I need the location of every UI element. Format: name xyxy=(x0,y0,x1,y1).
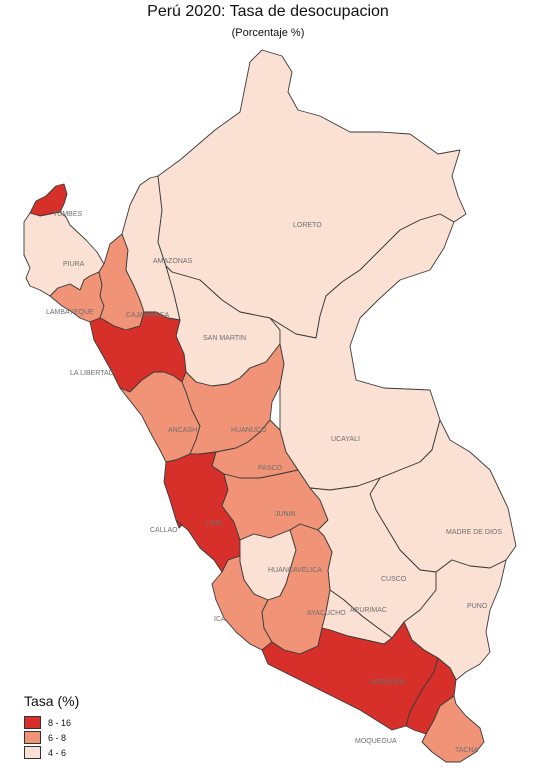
label-lima: LIMA xyxy=(206,520,223,527)
legend-label: 4 - 6 xyxy=(48,747,67,758)
map-title: Perú 2020: Tasa de desocupacion xyxy=(147,3,389,20)
region-tacna[interactable] xyxy=(421,695,485,763)
label-moquegua: MOQUEGUA xyxy=(355,738,397,745)
label-tacna: TACNA xyxy=(455,747,479,754)
label-huancavelica: HUANCAVELICA xyxy=(268,567,322,574)
label-la-libertad: LA LIBERTAD xyxy=(70,370,114,377)
label-callao: CALLAO xyxy=(150,527,178,534)
legend-label: 6 - 8 xyxy=(48,732,67,743)
region-huanuco[interactable] xyxy=(181,343,285,455)
label-pasco: PASCO xyxy=(258,465,283,472)
label-ancash: ANCASH xyxy=(168,427,197,434)
legend-swatch xyxy=(24,716,41,729)
region-arequipa[interactable] xyxy=(261,621,439,731)
label-loreto: LORETO xyxy=(293,222,322,229)
label-huanuco: HUANUCO xyxy=(231,427,267,434)
label-san-martin: SAN MARTIN xyxy=(203,335,246,342)
label-cajamarca: CAJAMARCA xyxy=(126,312,170,319)
label-madre-de-dios: MADRE DE DIOS xyxy=(446,529,502,536)
legend: Tasa (%) 8 - 16 6 - 8 4 - 6 xyxy=(24,693,79,760)
legend-label: 8 - 16 xyxy=(48,717,72,728)
label-piura: PIURA xyxy=(63,261,85,268)
legend-swatch xyxy=(24,731,41,744)
label-apurimac: APURIMAC xyxy=(350,607,387,614)
label-puno: PUNO xyxy=(467,603,488,610)
label-ica: ICA xyxy=(214,616,226,623)
label-ayacucho: AYACUCHO xyxy=(307,610,346,617)
label-tumbes: TUMBES xyxy=(53,211,83,218)
label-ucayali: UCAYALI xyxy=(331,436,360,443)
label-lambayeque: LAMBAYEQUE xyxy=(46,309,94,316)
legend-item: 6 - 8 xyxy=(24,730,79,745)
legend-item: 8 - 16 xyxy=(24,715,79,730)
label-cusco: CUSCO xyxy=(381,576,407,583)
map-subtitle: (Porcentaje %) xyxy=(231,27,305,39)
label-junin: JUNIN xyxy=(275,511,296,518)
legend-swatch xyxy=(24,746,41,759)
legend-item: 4 - 6 xyxy=(24,745,79,760)
label-arequipa: AREQUIPA xyxy=(370,679,406,686)
label-amazonas: AMAZONAS xyxy=(153,258,193,265)
legend-title: Tasa (%) xyxy=(24,693,80,709)
